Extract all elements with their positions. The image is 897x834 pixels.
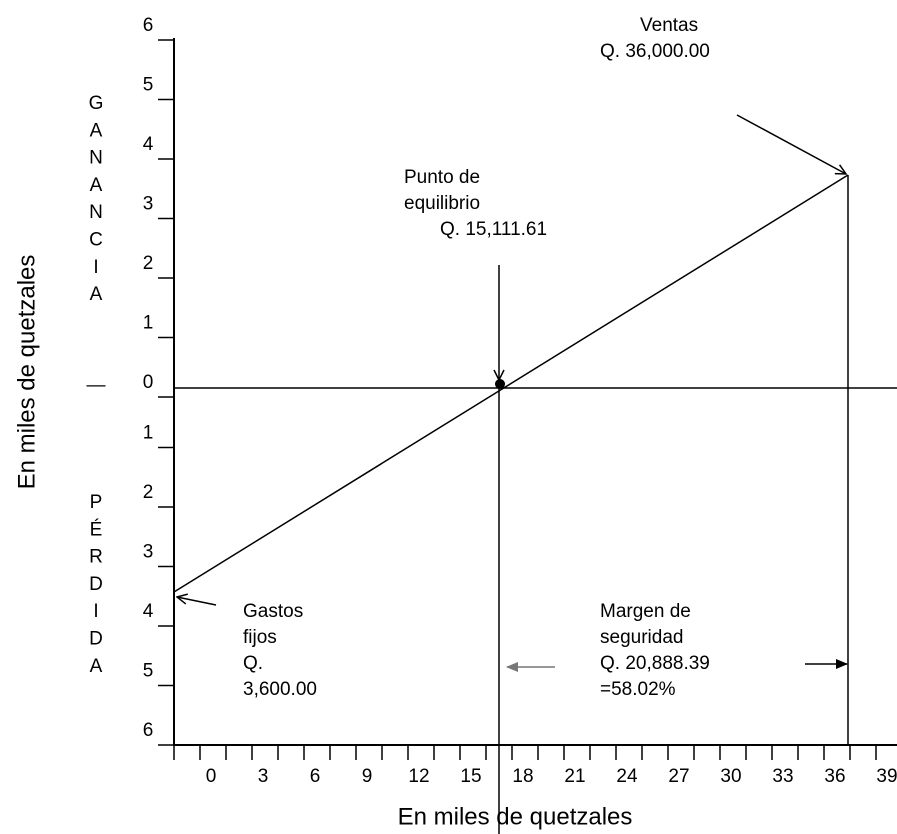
breakeven-annotation: Punto de	[404, 167, 480, 188]
y-tick-label: 5	[143, 661, 154, 682]
margin-annotation: Margen de	[600, 601, 691, 622]
gain-letter: A	[90, 120, 103, 141]
y-tick-label: 3	[143, 194, 154, 215]
fixed-annotation: 3,600.00	[243, 679, 317, 700]
x-tick-label: 6	[310, 766, 321, 787]
x-tick-label: 33	[772, 766, 793, 787]
loss-letter: D	[89, 629, 103, 650]
x-tick-label: 24	[616, 766, 638, 787]
sales-annotation: Ventas	[640, 15, 698, 36]
fixed-annotation: Q.	[243, 653, 263, 674]
x-label: En miles de quetzales	[398, 803, 633, 830]
y-tick-label: 2	[143, 253, 154, 274]
gain-letter: I	[93, 257, 98, 278]
zero-mark: —	[87, 375, 106, 396]
fixed-annotation: fijos	[243, 627, 277, 648]
sales-annotation: Q. 36,000.00	[600, 41, 710, 62]
loss-letter: I	[93, 601, 98, 622]
x-tick-label: 39	[876, 766, 897, 787]
y-label: En miles de quetzales	[13, 255, 40, 490]
y-tick-label: 2	[143, 482, 154, 503]
y-tick-label: 6	[143, 15, 154, 36]
fixed-annotation: Gastos	[243, 601, 303, 622]
y-tick-label: 1	[143, 313, 154, 334]
y-tick-label: 6	[143, 720, 154, 741]
margin-annotation: Q. 20,888.39	[600, 653, 710, 674]
y-tick-label: 3	[143, 542, 154, 563]
loss-letter: É	[90, 519, 103, 540]
x-tick-label: 15	[460, 766, 481, 787]
x-tick-label: 3	[258, 766, 269, 787]
y-tick-label: 5	[143, 75, 154, 96]
sales-line	[173, 174, 849, 593]
x-tick-label: 21	[564, 766, 585, 787]
loss-letter: A	[90, 656, 103, 677]
breakeven-annotation: equilibrio	[404, 193, 480, 214]
gain-letter: C	[89, 230, 103, 251]
x-tick-label: 0	[206, 766, 217, 787]
x-tick-label: 30	[720, 766, 741, 787]
x-tick-label: 27	[668, 766, 689, 787]
loss-letter: R	[89, 547, 103, 568]
x-tick-label: 18	[512, 766, 533, 787]
x-tick-label: 9	[362, 766, 373, 787]
y-tick-label: 1	[143, 423, 154, 444]
y-tick-label: 4	[143, 134, 154, 155]
gain-letter: N	[89, 148, 103, 169]
y-tick-label: 0	[143, 372, 154, 393]
x-tick-label: 12	[408, 766, 429, 787]
loss-letter: P	[90, 492, 103, 513]
breakeven-annotation: Q. 15,111.61	[440, 219, 547, 240]
arrow	[177, 597, 217, 606]
gain-letter: N	[89, 202, 103, 223]
breakeven-point	[495, 379, 505, 389]
margin-annotation: seguridad	[600, 627, 683, 648]
gain-letter: A	[90, 284, 103, 305]
arrow	[736, 114, 846, 174]
gain-letter: G	[89, 93, 104, 114]
gain-letter: A	[90, 175, 103, 196]
loss-letter: D	[89, 574, 103, 595]
y-tick-label: 4	[143, 601, 154, 622]
margin-annotation: =58.02%	[600, 679, 676, 700]
x-tick-label: 36	[824, 766, 845, 787]
